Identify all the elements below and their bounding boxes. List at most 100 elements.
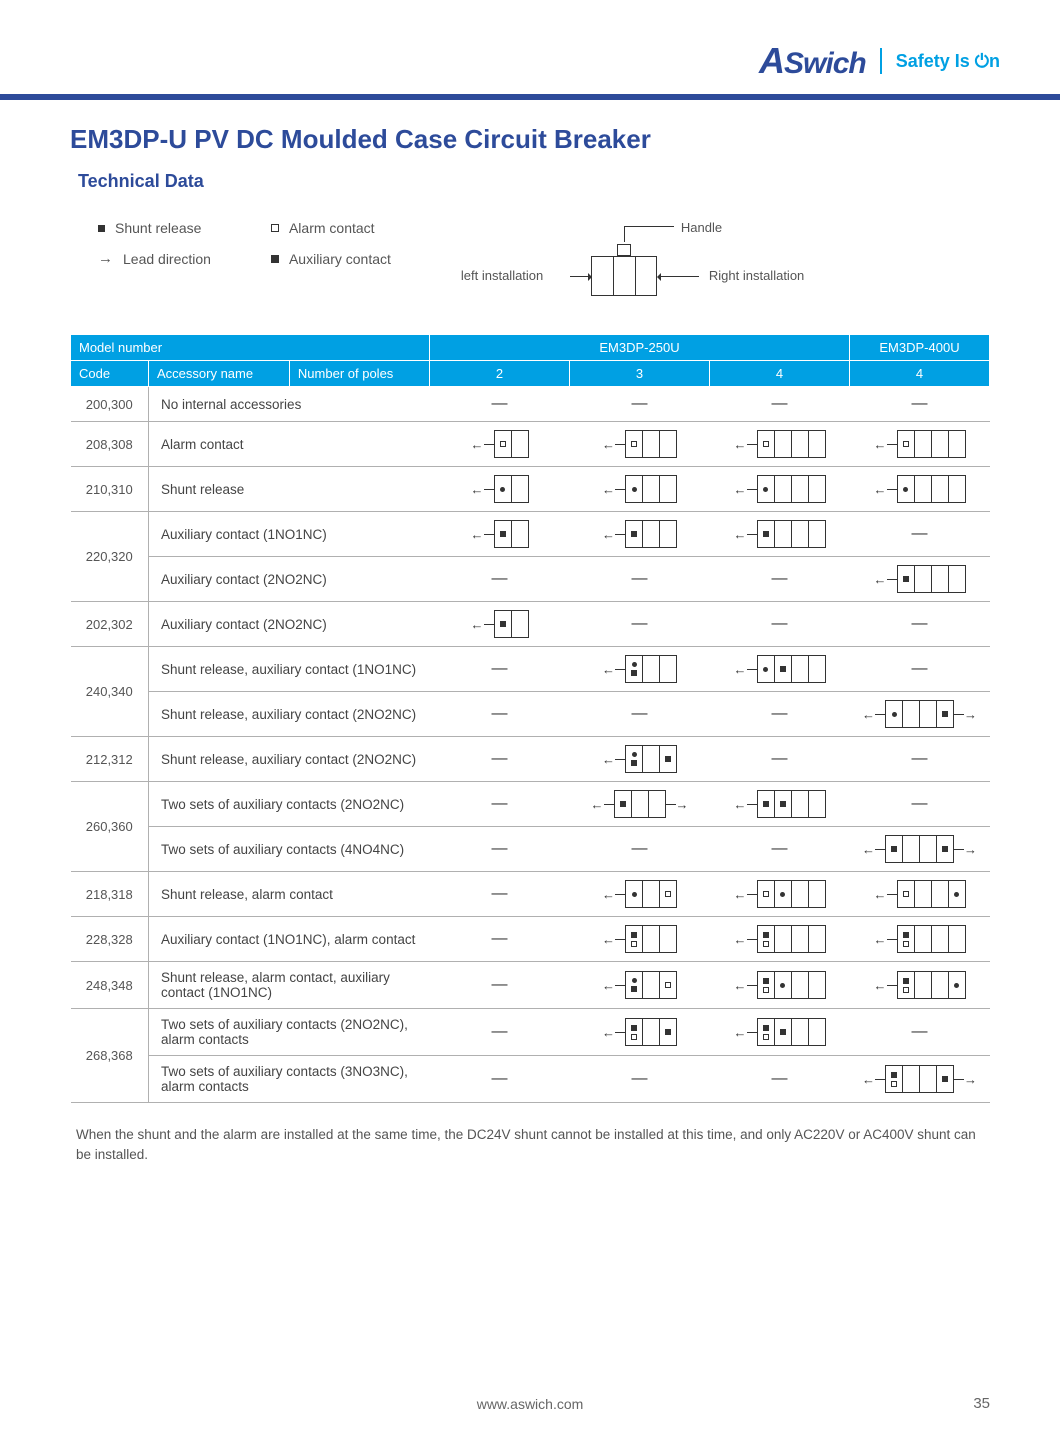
- accessory-diagram: ←: [602, 520, 677, 548]
- cell-code: 240,340: [71, 647, 149, 737]
- arrow-left-icon: ←: [874, 572, 887, 587]
- dash-icon: —: [632, 1070, 648, 1087]
- dash-icon: —: [772, 750, 788, 767]
- pole: [936, 700, 954, 728]
- arrow-left-icon: ←: [862, 1072, 875, 1087]
- cell-diagram: —: [430, 1056, 570, 1103]
- table-row: 208,308Alarm contact←←←←: [71, 422, 990, 467]
- pole: [948, 971, 966, 999]
- pole: [936, 835, 954, 863]
- square-filled-icon: [903, 576, 909, 582]
- dash-icon: —: [632, 395, 648, 412]
- cell-code: 212,312: [71, 737, 149, 782]
- dash-icon: —: [772, 705, 788, 722]
- legend: Shunt release Alarm contact Lead directi…: [98, 220, 391, 267]
- pole: [808, 430, 826, 458]
- breaker-handle: [617, 244, 631, 256]
- pole: [614, 790, 632, 818]
- arrow-left-icon: ←: [471, 617, 484, 632]
- dash-icon: —: [632, 840, 648, 857]
- cell-diagram: —: [430, 962, 570, 1009]
- cell-diagram: —: [850, 602, 990, 647]
- square-filled-icon: [942, 846, 948, 852]
- pole: [897, 880, 915, 908]
- accessory-diagram: ←: [734, 520, 826, 548]
- accessory-diagram: ←→: [591, 790, 689, 818]
- brand-name: ASwich: [759, 40, 866, 82]
- square-filled-icon: [763, 1025, 769, 1031]
- pole: [757, 430, 775, 458]
- pole: [757, 475, 775, 503]
- square-filled-icon: [631, 670, 637, 676]
- dash-icon: —: [492, 1023, 508, 1040]
- legend-shunt: Shunt release: [98, 220, 211, 236]
- cell-code: 268,368: [71, 1009, 149, 1103]
- cell-diagram: ←: [710, 1009, 850, 1056]
- cell-accessory-name: No internal accessories: [149, 387, 430, 422]
- cell-diagram: —: [710, 827, 850, 872]
- label-right-install: Right installation: [709, 268, 804, 283]
- square-filled-icon: [891, 846, 897, 852]
- pole: [914, 971, 932, 999]
- pole: [808, 655, 826, 683]
- pole: [774, 1018, 792, 1046]
- pole: [642, 520, 660, 548]
- cell-diagram: ←: [710, 467, 850, 512]
- accessory-diagram: ←→: [862, 1065, 977, 1093]
- pole: [648, 790, 666, 818]
- pole: [511, 520, 529, 548]
- pole: [511, 475, 529, 503]
- pole: [885, 700, 903, 728]
- arrow-left-icon: ←: [471, 527, 484, 542]
- cell-diagram: —: [710, 737, 850, 782]
- cell-diagram: —: [430, 872, 570, 917]
- dot-icon: [632, 487, 637, 492]
- cell-diagram: —: [850, 647, 990, 692]
- table-row: 212,312Shunt release, auxiliary contact …: [71, 737, 990, 782]
- pole: [885, 1065, 903, 1093]
- pole: [914, 565, 932, 593]
- cell-accessory-name: Two sets of auxiliary contacts (2NO2NC): [149, 782, 430, 827]
- square-open-icon: [631, 1034, 637, 1040]
- cell-diagram: —: [430, 692, 570, 737]
- cell-accessory-name: Shunt release, auxiliary contact (2NO2NC…: [149, 737, 430, 782]
- cell-diagram: ←: [430, 422, 570, 467]
- dash-icon: —: [632, 570, 648, 587]
- arrow-left-icon: ←: [734, 978, 747, 993]
- pole: [808, 520, 826, 548]
- table-row: 240,340Shunt release, auxiliary contact …: [71, 647, 990, 692]
- dash-icon: —: [632, 705, 648, 722]
- arrow-left-icon: ←: [471, 437, 484, 452]
- accessory-diagram: ←: [471, 475, 529, 503]
- dash-icon: —: [772, 570, 788, 587]
- cell-diagram: —: [430, 1009, 570, 1056]
- arrow-left-icon: ←: [874, 932, 887, 947]
- arrow-right-icon: →: [964, 707, 977, 722]
- cell-diagram: ←: [850, 467, 990, 512]
- cell-diagram: —: [850, 782, 990, 827]
- th-p4b: 4: [850, 361, 990, 387]
- pole: [659, 520, 677, 548]
- cell-code: 202,302: [71, 602, 149, 647]
- pole: [659, 745, 677, 773]
- cell-accessory-name: Two sets of auxiliary contacts (3NO3NC),…: [149, 1056, 430, 1103]
- cell-diagram: ←: [570, 1009, 710, 1056]
- dash-icon: —: [912, 615, 928, 632]
- accessory-diagram: ←: [874, 925, 966, 953]
- page-content: EM3DP-U PV DC Moulded Case Circuit Break…: [0, 100, 1060, 1166]
- pole: [642, 925, 660, 953]
- pole: [511, 610, 529, 638]
- pole: [791, 880, 809, 908]
- arrow-left-icon: ←: [862, 842, 875, 857]
- dash-icon: —: [492, 885, 508, 902]
- brand-separator: [880, 48, 882, 74]
- dash-icon: —: [492, 750, 508, 767]
- dot-icon: [632, 662, 637, 667]
- pole: [808, 925, 826, 953]
- cell-accessory-name: Shunt release, auxiliary contact (2NO2NC…: [149, 692, 430, 737]
- legend-and-diagram: Shunt release Alarm contact Lead directi…: [70, 220, 990, 310]
- dash-icon: —: [772, 840, 788, 857]
- arrow-left-icon: ←: [602, 437, 615, 452]
- cell-code: 210,310: [71, 467, 149, 512]
- cell-diagram: ←: [570, 962, 710, 1009]
